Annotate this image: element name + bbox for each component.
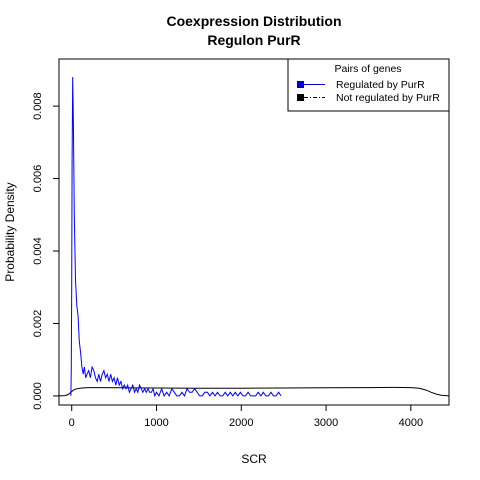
chart-title: Coexpression Distribution	[166, 13, 341, 29]
series-layer	[58, 77, 450, 398]
y-tick-label: 0.008	[32, 92, 44, 120]
x-tick-label: 3000	[314, 417, 338, 429]
legend-label-regulated: Regulated by PurR	[336, 79, 425, 91]
x-axis: 0 1000 2000 3000 4000	[69, 405, 423, 429]
x-tick-label: 1000	[144, 417, 168, 429]
series-line-regulated	[70, 77, 282, 398]
plot-area	[58, 58, 450, 406]
y-tick-label: 0.004	[32, 237, 44, 265]
series-line-not-regulated	[58, 386, 450, 397]
legend-label-not-regulated: Not regulated by PurR	[336, 92, 440, 104]
legend: Pairs of genes Regulated by PurR Not reg…	[287, 58, 450, 112]
y-tick-label: 0.002	[32, 310, 44, 338]
legend-swatch-not-regulated	[297, 94, 304, 101]
y-tick-label: 0.000	[32, 382, 44, 410]
y-axis: 0.000 0.002 0.004 0.006 0.008	[32, 92, 59, 410]
y-axis-label: Probability Density	[3, 182, 17, 281]
y-tick-label: 0.006	[32, 165, 44, 193]
x-tick-label: 0	[69, 417, 75, 429]
legend-title: Pairs of genes	[334, 63, 401, 75]
x-tick-label: 4000	[399, 417, 423, 429]
x-axis-label: SCR	[241, 452, 267, 466]
legend-swatch-regulated	[297, 81, 304, 88]
chart-subtitle: Regulon PurR	[207, 32, 300, 48]
x-tick-label: 2000	[229, 417, 253, 429]
